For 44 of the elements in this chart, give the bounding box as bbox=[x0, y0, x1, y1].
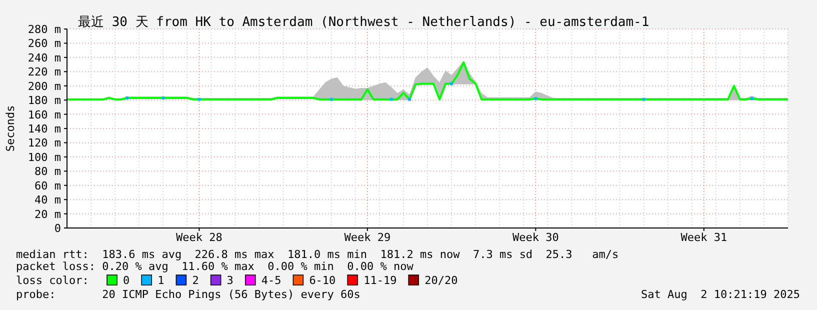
y-tick-label: 120 m bbox=[28, 136, 62, 150]
legend-label: 20/20 bbox=[424, 274, 458, 287]
y-tick-label: 20 m bbox=[34, 208, 62, 221]
x-tick-label: Week 28 bbox=[176, 231, 222, 244]
y-tick-label: 200 m bbox=[28, 80, 62, 93]
y-tick-label: 240 m bbox=[28, 51, 62, 64]
y-tick-label: 100 m bbox=[28, 150, 62, 164]
legend-label: 3 bbox=[226, 274, 234, 287]
y-tick-label: 40 m bbox=[34, 194, 62, 207]
y-axis-title: Seconds bbox=[4, 105, 17, 152]
x-tick-label: Week 31 bbox=[680, 231, 728, 244]
point bbox=[198, 98, 201, 101]
text: median rtt: 183.6 ms avg 226.8 ms max 181.0 ms min 181.2 ms now 7.3 ms sd 25.3 am/s bbox=[16, 248, 619, 261]
text: packet loss: 0.20 % avg 11.60 % max 0.00 % min 0.00 % now bbox=[16, 260, 414, 273]
point bbox=[534, 97, 538, 100]
text: Sat Aug 2 10:21:19 2025 bbox=[641, 288, 800, 301]
x-tick-label: Week 30 bbox=[512, 231, 559, 244]
x-tick-label: Week 29 bbox=[344, 231, 391, 244]
legend-label: 2 bbox=[192, 274, 199, 287]
legend-label: 4-5 bbox=[261, 274, 282, 287]
legend-label: 1 bbox=[158, 274, 164, 287]
point bbox=[162, 96, 165, 100]
legend-label: 6-10 bbox=[309, 274, 336, 287]
legend-title: loss color: bbox=[16, 274, 89, 287]
point bbox=[126, 96, 129, 100]
y-tick-label: 60 m bbox=[34, 179, 62, 192]
text: probe: 20 ICMP Echo Pings (56 Bytes) every 60s bbox=[16, 288, 360, 301]
y-tick-label: 140 m bbox=[28, 122, 62, 136]
point bbox=[408, 98, 411, 101]
y-tick-label: 260 m bbox=[28, 37, 62, 50]
point bbox=[330, 98, 333, 101]
y-tick-label: 80 m bbox=[34, 165, 62, 178]
point bbox=[750, 97, 754, 100]
chart-title: 最近 30 天 from HK to Amsterdam (Northwest - Netherlands) - eu-amsterdam-1 bbox=[78, 15, 650, 30]
y-tick-label: 220 m bbox=[28, 66, 62, 79]
y-tick-label: 160 m bbox=[28, 108, 62, 122]
y-tick-label: 180 m bbox=[28, 94, 62, 108]
legend-label: 11-19 bbox=[364, 274, 397, 287]
legend-label: 0 bbox=[123, 274, 130, 287]
point bbox=[450, 82, 454, 86]
point bbox=[390, 98, 393, 101]
point bbox=[642, 98, 646, 101]
y-tick-label: 0 bbox=[54, 222, 61, 235]
y-tick-label: 280 m bbox=[28, 23, 62, 36]
